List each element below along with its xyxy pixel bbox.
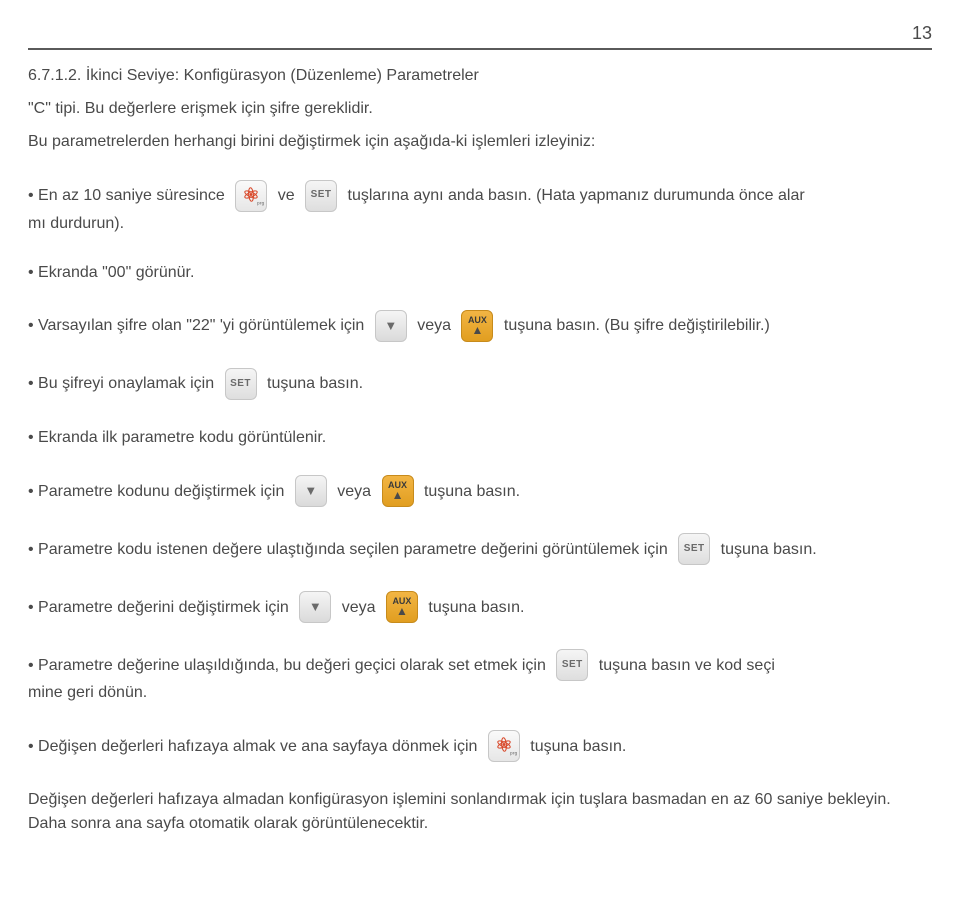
closing-1: Değişen değerleri hafızaya almadan konfi… xyxy=(28,788,932,811)
text: • Varsayılan şifre olan "22" 'yi görüntü… xyxy=(28,314,369,337)
top-rule xyxy=(28,48,932,50)
intro-line-2: Bu parametrelerden herhangi birini değiş… xyxy=(28,130,932,153)
down-button-icon: ▼ xyxy=(295,475,327,507)
text: • Bu şifreyi onaylamak için xyxy=(28,372,219,395)
closing-2: Daha sonra ana sayfa otomatik olarak gör… xyxy=(28,812,932,835)
text: veya xyxy=(413,314,456,337)
page-number: 13 xyxy=(28,20,932,46)
step-8-line: • Parametre değerini değiştirmek için ▼ … xyxy=(28,591,932,623)
heading: 6.7.1.2. İkinci Seviye: Konfigürasyon (D… xyxy=(28,64,932,87)
text: ve xyxy=(273,184,299,207)
text: • Değişen değerleri hafızaya almak ve an… xyxy=(28,735,482,758)
set-button-icon: SET xyxy=(556,649,588,681)
step-2: • Ekranda "00" görünür. xyxy=(28,261,932,284)
svg-text:prg: prg xyxy=(257,200,264,205)
text: tuşuna basın. xyxy=(526,735,627,758)
text: tuşuna basın. xyxy=(716,538,817,561)
step-4-line: • Bu şifreyi onaylamak için SET tuşuna b… xyxy=(28,368,932,400)
text: tuşuna basın. xyxy=(424,596,525,619)
text: • En az 10 saniye süresince xyxy=(28,184,229,207)
step-3-line: • Varsayılan şifre olan "22" 'yi görüntü… xyxy=(28,310,932,342)
step-1-line: • En az 10 saniye süresince prg ve SET t… xyxy=(28,180,932,212)
text: • Parametre kodunu değiştirmek için xyxy=(28,480,289,503)
aux-button-icon: AUX▲ xyxy=(382,475,414,507)
down-button-icon: ▼ xyxy=(375,310,407,342)
step-6-line: • Parametre kodunu değiştirmek için ▼ ve… xyxy=(28,475,932,507)
prg-button-icon: prg xyxy=(488,730,520,762)
text: • Parametre değerini değiştirmek için xyxy=(28,596,293,619)
text: tuşuna basın. xyxy=(263,372,364,395)
text: tuşuna basın. xyxy=(420,480,521,503)
step-7-line: • Parametre kodu istenen değere ulaştığı… xyxy=(28,533,932,565)
step-1-cont: mı durdurun). xyxy=(28,212,932,235)
step-5: • Ekranda ilk parametre kodu görüntüleni… xyxy=(28,426,932,449)
set-button-icon: SET xyxy=(225,368,257,400)
down-button-icon: ▼ xyxy=(299,591,331,623)
text: veya xyxy=(333,480,376,503)
text: tuşlarına aynı anda basın. (Hata yapmanı… xyxy=(343,184,805,207)
svg-text:prg: prg xyxy=(510,751,517,756)
text: veya xyxy=(337,596,380,619)
intro-line-1: "C" tipi. Bu değerlere erişmek için şifr… xyxy=(28,97,932,120)
text: tuşuna basın. (Bu şifre değiştirilebilir… xyxy=(499,314,769,337)
text: • Parametre değerine ulaşıldığında, bu d… xyxy=(28,654,550,677)
aux-button-icon: AUX▲ xyxy=(461,310,493,342)
step-9-cont: mine geri dönün. xyxy=(28,681,932,704)
set-button-icon: SET xyxy=(305,180,337,212)
text: tuşuna basın ve kod seçi xyxy=(594,654,775,677)
text: • Parametre kodu istenen değere ulaştığı… xyxy=(28,538,672,561)
set-button-icon: SET xyxy=(678,533,710,565)
step-10-line: • Değişen değerleri hafızaya almak ve an… xyxy=(28,730,932,762)
aux-button-icon: AUX▲ xyxy=(386,591,418,623)
step-9-line: • Parametre değerine ulaşıldığında, bu d… xyxy=(28,649,932,681)
prg-button-icon: prg xyxy=(235,180,267,212)
